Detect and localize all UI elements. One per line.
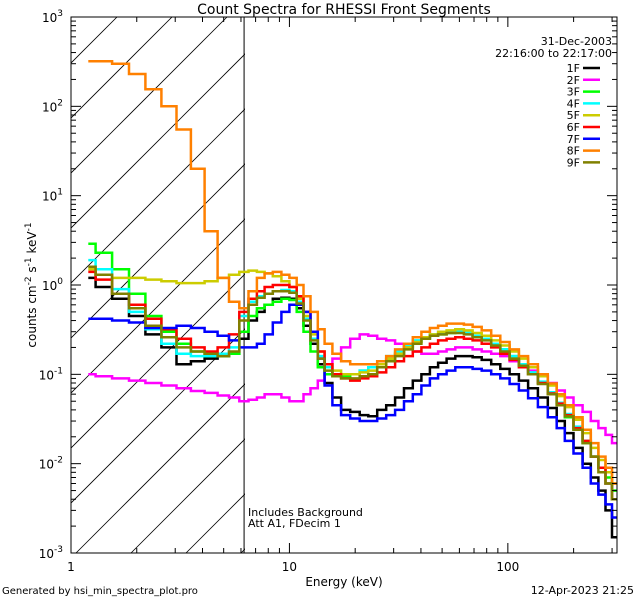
- series-layer: [88, 59, 617, 539]
- y-tick-label: 10-2: [39, 456, 63, 472]
- y-label-exp1: -2: [24, 276, 34, 285]
- y-tick-label: 10-3: [39, 545, 63, 561]
- hatch-line: [71, 273, 245, 449]
- y-tick-label: 10-1: [39, 366, 63, 382]
- excluded-region-hatch: [71, 0, 640, 553]
- annotation-background: Includes Background: [248, 506, 363, 519]
- generated-by-label: Generated by hsi_min_spectra_plot.pro: [2, 586, 198, 597]
- y-tick-label: 100: [42, 277, 63, 293]
- hatch-line: [75, 383, 245, 553]
- footer-timestamp: 12-Apr-2023 21:25: [531, 584, 634, 597]
- x-tick-label: 1: [67, 560, 75, 574]
- legend-label: 6F: [567, 121, 580, 134]
- legend-label: 3F: [567, 86, 580, 99]
- y-label-exp2: -1: [24, 257, 34, 266]
- x-tick-label: 100: [496, 560, 519, 574]
- hatch-line: [130, 438, 245, 553]
- x-axis: 1 10 100: [67, 17, 613, 574]
- hatch-line: [71, 218, 245, 394]
- date-label: 31-Dec-2003: [541, 35, 612, 48]
- legend-label: 5F: [567, 109, 580, 122]
- annotation-attenuator: Att A1, FDecim 1: [248, 517, 341, 530]
- y-tick-label: 102: [42, 98, 63, 114]
- time-range-label: 22:16:00 to 22:17:00: [495, 47, 612, 60]
- y-axis: 10-3 10-2 10-1 100 101 102 103: [39, 9, 617, 561]
- hatch-line: [351, 0, 640, 553]
- legend-label: 2F: [567, 74, 580, 87]
- series-line-9F: [88, 265, 617, 501]
- hatch-line: [71, 17, 173, 119]
- plot-frame: [70, 16, 618, 554]
- series-line-7F: [88, 303, 617, 519]
- hatch-line: [296, 0, 640, 553]
- x-axis-label: Energy (keV): [305, 575, 382, 589]
- y-label-end: keV: [25, 231, 39, 258]
- hatch-line: [71, 328, 245, 504]
- y-axis-label: counts cm-2 s-1 keV-1: [24, 222, 39, 347]
- series-line-8F: [88, 59, 617, 485]
- legend-label: 9F: [567, 156, 580, 169]
- legend-label: 8F: [567, 145, 580, 158]
- y-tick-label: 103: [42, 9, 63, 25]
- legend-label: 4F: [567, 97, 580, 110]
- hatch-line: [71, 17, 228, 174]
- hatch-line: [71, 108, 245, 284]
- hatch-line: [71, 163, 245, 339]
- hatch-line: [71, 53, 245, 229]
- y-label-base: counts cm: [25, 285, 39, 347]
- x-tick-label: 10: [282, 560, 297, 574]
- y-tick-label: 101: [42, 188, 63, 204]
- y-label-mid: s: [25, 266, 39, 276]
- legend-label: 1F: [567, 62, 580, 75]
- chart-title: Count Spectra for RHESSI Front Segments: [197, 2, 491, 18]
- legend-label: 7F: [567, 133, 580, 146]
- hatch-line: [240, 548, 245, 553]
- y-label-exp3: -1: [24, 222, 34, 231]
